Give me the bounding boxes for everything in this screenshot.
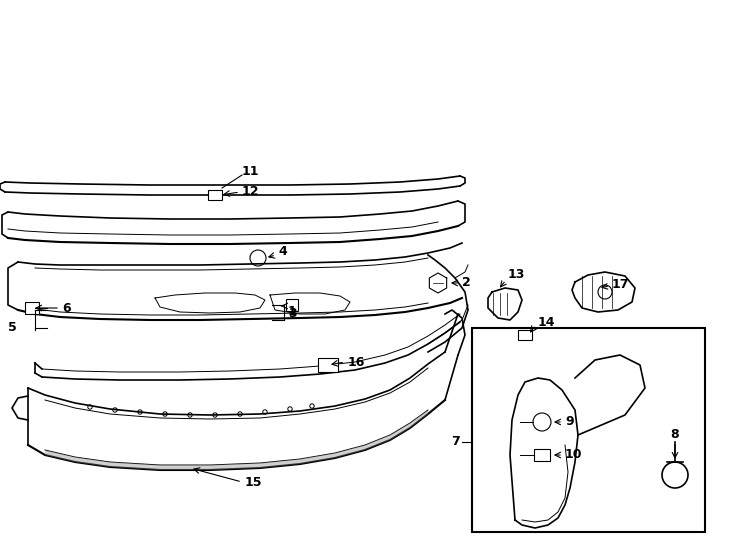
Polygon shape bbox=[300, 453, 335, 464]
Bar bbox=[534, 449, 550, 461]
Text: 8: 8 bbox=[671, 429, 679, 442]
Text: 3: 3 bbox=[288, 307, 297, 320]
Bar bbox=[472, 328, 705, 532]
Text: 2: 2 bbox=[462, 276, 470, 289]
Text: 15: 15 bbox=[245, 476, 263, 489]
Bar bbox=[318, 358, 338, 372]
Polygon shape bbox=[160, 465, 210, 470]
Bar bbox=[208, 190, 222, 200]
Text: 4: 4 bbox=[278, 246, 287, 259]
Polygon shape bbox=[365, 435, 390, 450]
Text: 14: 14 bbox=[538, 315, 556, 328]
Polygon shape bbox=[110, 462, 160, 470]
Polygon shape bbox=[335, 445, 365, 458]
Text: 11: 11 bbox=[242, 165, 260, 179]
Text: 7: 7 bbox=[451, 435, 460, 449]
Text: 9: 9 bbox=[565, 415, 574, 429]
Text: 6: 6 bbox=[62, 301, 70, 314]
Polygon shape bbox=[45, 450, 75, 462]
Text: 13: 13 bbox=[508, 268, 526, 281]
Text: 16: 16 bbox=[348, 355, 366, 368]
Polygon shape bbox=[260, 459, 300, 468]
Text: 5: 5 bbox=[7, 321, 16, 334]
Polygon shape bbox=[390, 423, 410, 440]
Bar bbox=[286, 299, 298, 311]
Text: 10: 10 bbox=[565, 449, 583, 462]
Polygon shape bbox=[75, 457, 110, 467]
Polygon shape bbox=[410, 410, 428, 428]
Text: 17: 17 bbox=[612, 279, 630, 292]
Text: 1: 1 bbox=[288, 305, 297, 318]
Bar bbox=[25, 302, 39, 314]
Bar bbox=[518, 330, 532, 340]
Polygon shape bbox=[210, 463, 260, 470]
Text: 12: 12 bbox=[242, 186, 260, 199]
